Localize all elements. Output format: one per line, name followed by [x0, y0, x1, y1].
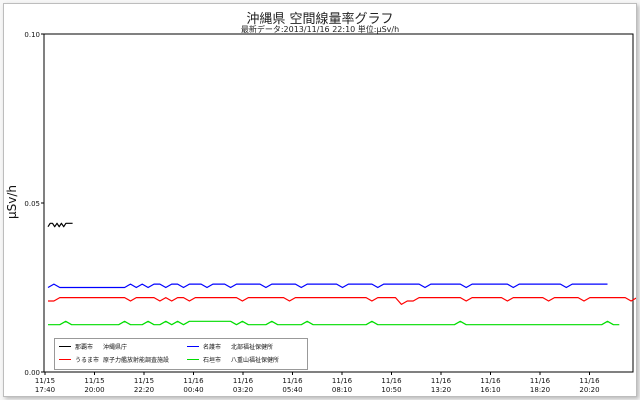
legend-site: 沖縄県庁	[103, 344, 128, 351]
x-tick-date: 11/16	[183, 377, 204, 385]
legend-city: 名護市	[203, 344, 222, 351]
series-line-uruma	[48, 297, 636, 305]
legend-city: 那覇市	[75, 344, 94, 351]
x-tick-time: 16:10	[480, 386, 500, 394]
x-tick-time: 10:50	[381, 386, 401, 394]
y-tick-label: 0.10	[24, 31, 40, 39]
x-tick-time: 08:10	[332, 386, 352, 394]
legend-item-nago: 名護市 北部福祉保健所	[187, 342, 273, 352]
legend-item-naha: 那覇市 沖縄県庁	[59, 342, 127, 352]
legend-city: 石垣市	[203, 357, 222, 364]
x-tick-date: 11/15	[84, 377, 104, 385]
legend-item-ishigaki: 石垣市 八重山福祉保健所	[187, 355, 279, 365]
x-tick-time: 03:20	[233, 386, 253, 394]
chart-title: 沖縄県 空間線量率グラフ	[246, 12, 394, 27]
y-tick-label: 0.05	[24, 200, 40, 208]
series-line-naha	[47, 222, 73, 228]
chart-legend: 那覇市 沖縄県庁 名護市 北部福祉保健所 うるま市 原子力艦放射能調査施設 石垣市 八重…	[54, 338, 308, 370]
series-line-nago	[47, 283, 608, 289]
x-tick-time: 13:20	[431, 386, 451, 394]
x-tick-date: 11/15	[35, 377, 55, 385]
legend-swatch	[59, 359, 71, 360]
chart-subtitle: 最新データ:2013/11/16 22:10 単位:μSv/h	[240, 25, 400, 34]
legend-swatch	[187, 359, 199, 360]
legend-swatch	[187, 346, 199, 347]
x-tick-date: 11/16	[579, 377, 600, 385]
legend-site: 北部福祉保健所	[231, 344, 274, 351]
legend-city: うるま市	[75, 357, 100, 364]
x-tick-time: 20:20	[579, 386, 599, 394]
line-chart: 0.000.050.1011/1517:4011/1520:0011/1522:…	[24, 31, 636, 394]
x-tick-date: 11/16	[332, 377, 353, 385]
x-tick-date: 11/15	[134, 377, 154, 385]
series-line-ishigaki	[48, 320, 620, 326]
plot-area	[43, 33, 634, 373]
x-tick-time: 00:40	[183, 386, 203, 394]
legend-site: 八重山福祉保健所	[231, 357, 280, 364]
x-tick-date: 11/16	[381, 377, 402, 385]
x-tick-time: 20:00	[84, 386, 104, 394]
x-tick-date: 11/16	[282, 377, 303, 385]
x-tick-date: 11/16	[530, 377, 551, 385]
x-tick-time: 22:20	[134, 386, 154, 394]
x-tick-date: 11/16	[233, 377, 254, 385]
x-tick-date: 11/16	[431, 377, 452, 385]
chart-frame: 沖縄県 空間線量率グラフ 最新データ:2013/11/16 22:10 単位:μ…	[3, 3, 637, 397]
x-tick-time: 05:40	[282, 386, 302, 394]
legend-swatch	[59, 346, 71, 347]
legend-site: 原子力艦放射能調査施設	[103, 357, 170, 364]
y-tick-label: 0.00	[24, 369, 40, 377]
legend-item-uruma: うるま市 原子力艦放射能調査施設	[59, 355, 169, 365]
x-tick-time: 17:40	[35, 386, 55, 394]
x-tick-date: 11/16	[480, 377, 501, 385]
x-tick-time: 18:20	[530, 386, 550, 394]
